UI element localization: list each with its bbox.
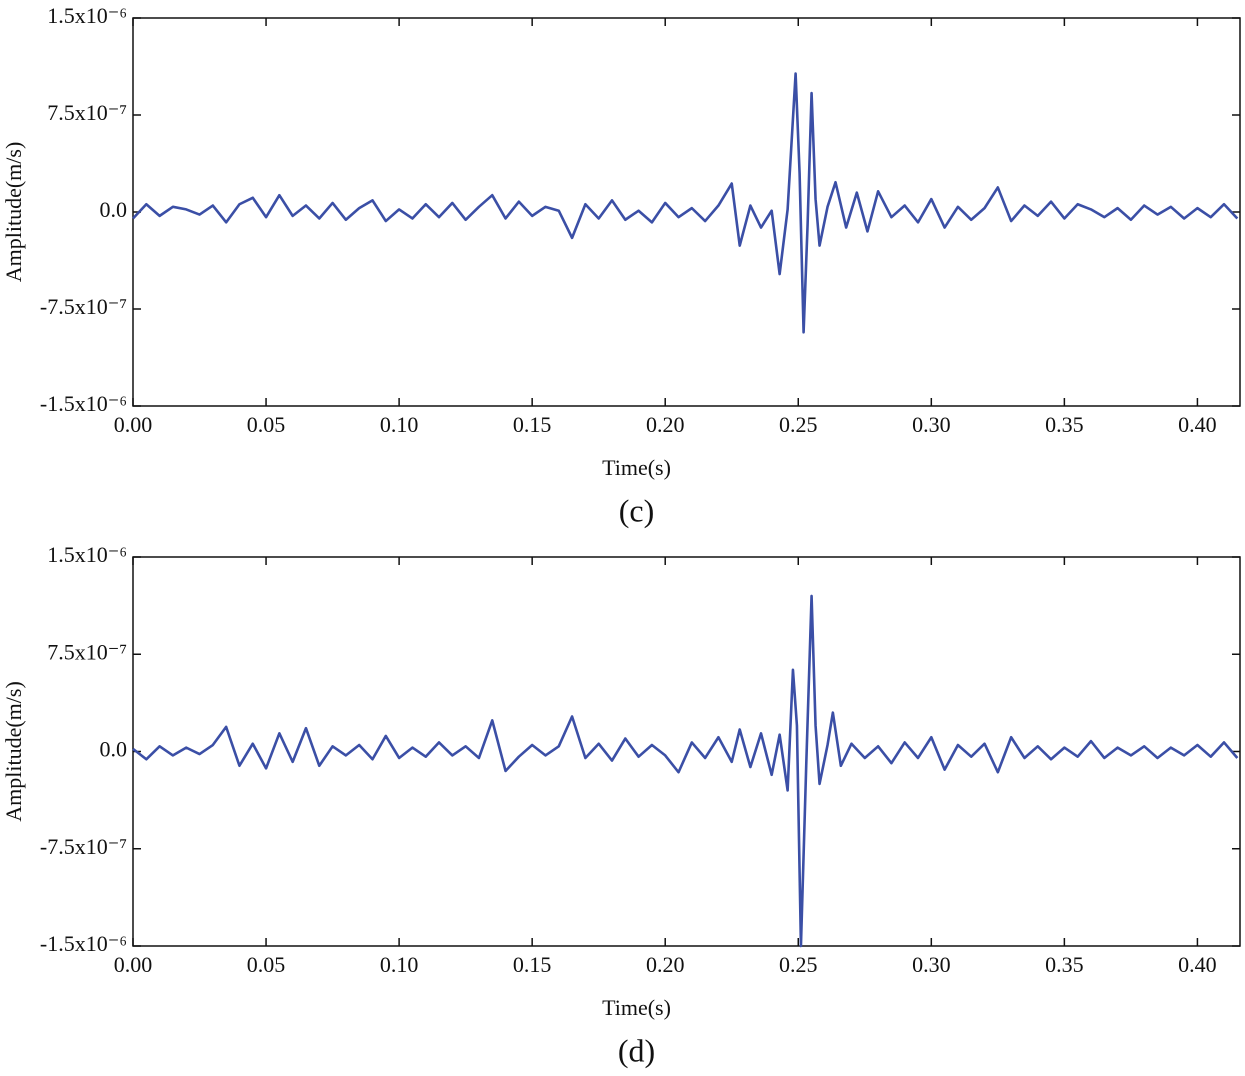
- x-tick-label: 0.40: [1178, 952, 1217, 977]
- x-tick-label: 0.20: [646, 952, 685, 977]
- x-axis-title: Time(s): [602, 455, 671, 480]
- y-axis-title: Amplitude(m/s): [1, 681, 26, 822]
- x-tick-label: 0.05: [247, 952, 286, 977]
- caption: (d): [618, 1032, 655, 1068]
- x-tick-label: 0.35: [1045, 952, 1084, 977]
- y-tick-label: 0.0: [100, 197, 128, 222]
- x-tick-label: 0.25: [779, 952, 818, 977]
- y-tick-label: -1.5x10⁻⁶: [40, 391, 127, 416]
- x-tick-label: 0.15: [513, 952, 552, 977]
- x-tick-label: 0.30: [912, 952, 951, 977]
- caption: (c): [619, 492, 655, 528]
- x-tick-label: 0.10: [380, 952, 419, 977]
- y-tick-label: 0.0: [100, 737, 128, 762]
- y-axis-title: Amplitude(m/s): [1, 142, 26, 283]
- y-tick-label: 7.5x10⁻⁷: [47, 100, 127, 125]
- x-axis-title: Time(s): [602, 995, 671, 1020]
- y-tick-label: 1.5x10⁻⁶: [47, 3, 127, 28]
- x-tick-label: 0.20: [646, 412, 685, 437]
- signal-line: [132, 594, 1239, 948]
- y-tick-label: 7.5x10⁻⁷: [47, 639, 127, 664]
- x-tick-label: 0.10: [380, 412, 419, 437]
- x-tick-label: 0.30: [912, 412, 951, 437]
- x-tick-label: 0.35: [1045, 412, 1084, 437]
- signal-line: [132, 72, 1239, 334]
- y-tick-label: 1.5x10⁻⁶: [47, 542, 127, 567]
- y-tick-label: -1.5x10⁻⁶: [40, 931, 127, 956]
- y-tick-label: -7.5x10⁻⁷: [40, 294, 127, 319]
- x-tick-label: 0.05: [247, 412, 286, 437]
- x-tick-label: 0.40: [1178, 412, 1217, 437]
- x-tick-label: 0.15: [513, 412, 552, 437]
- x-tick-label: 0.25: [779, 412, 818, 437]
- y-tick-label: -7.5x10⁻⁷: [40, 834, 127, 859]
- x-tick-label: 0.00: [114, 412, 153, 437]
- x-tick-label: 0.00: [114, 952, 153, 977]
